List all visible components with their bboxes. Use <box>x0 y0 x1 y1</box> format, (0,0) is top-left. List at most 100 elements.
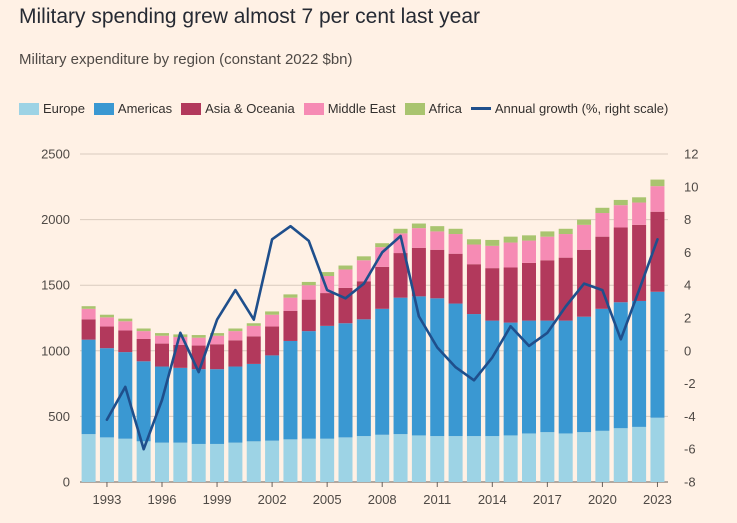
legend-swatch-annual-growth <box>470 107 491 110</box>
bar-asia-oceania-2021 <box>613 227 628 303</box>
bar-europe-2022 <box>632 426 647 482</box>
bar-asia-oceania-2018 <box>558 257 573 321</box>
bar-africa-2002 <box>265 311 280 315</box>
bar-africa-2017 <box>540 231 555 237</box>
x-tick-label: 1996 <box>148 492 177 507</box>
y-tick-label-right: -4 <box>684 409 696 424</box>
x-tick-label: 2014 <box>478 492 507 507</box>
bar-americas-2019 <box>577 316 592 433</box>
bar-europe-2019 <box>577 432 592 482</box>
bar-asia-oceania-2010 <box>411 247 426 297</box>
bar-americas-2017 <box>540 320 555 433</box>
y-tick-label-right: 0 <box>684 343 691 358</box>
bar-africa-2016 <box>522 235 536 241</box>
bar-europe-2010 <box>411 435 426 482</box>
bar-asia-oceania-2007 <box>356 281 371 320</box>
bar-africa-2020 <box>595 207 610 214</box>
bar-middle-east-2017 <box>540 236 555 261</box>
legend-item-middle-east: Middle East <box>303 101 396 116</box>
bar-middle-east-2012 <box>448 234 463 254</box>
bar-americas-2004 <box>301 331 316 439</box>
bar-americas-2006 <box>338 323 353 438</box>
bar-africa-1992 <box>81 306 96 309</box>
legend-item-annual-growth: Annual growth (%, right scale) <box>470 101 668 116</box>
bar-europe-2023 <box>650 417 665 482</box>
bar-middle-east-2013 <box>466 244 481 265</box>
x-tick-label: 2011 <box>423 492 451 507</box>
bar-americas-1993 <box>99 348 114 438</box>
y-tick-label-left: 2000 <box>41 212 70 227</box>
bar-europe-2013 <box>466 436 481 482</box>
annual-growth-line <box>105 224 659 451</box>
bar-americas-2010 <box>411 296 426 436</box>
bar-asia-oceania-2000 <box>228 340 243 367</box>
bar-europe-1992 <box>81 434 96 482</box>
bar-americas-2021 <box>613 302 628 429</box>
bar-americas-1992 <box>81 339 96 435</box>
bar-middle-east-2020 <box>595 213 610 237</box>
bar-asia-oceania-1997 <box>173 344 188 368</box>
y-tick-label-right: 8 <box>684 212 691 227</box>
bar-middle-east-2000 <box>228 331 243 341</box>
bar-asia-oceania-1999 <box>210 344 225 370</box>
bar-africa-2015 <box>503 236 518 243</box>
y-tick-label-left: 1500 <box>41 278 70 293</box>
bar-africa-1996 <box>155 333 169 336</box>
bar-middle-east-2021 <box>613 205 628 228</box>
bar-middle-east-1995 <box>136 331 151 339</box>
bar-asia-oceania-2017 <box>540 260 555 321</box>
bar-europe-2003 <box>283 439 298 482</box>
x-tick-label: 1999 <box>203 492 232 507</box>
bar-americas-1998 <box>191 369 206 444</box>
bar-europe-2005 <box>320 438 335 482</box>
bar-middle-east-1994 <box>118 321 133 331</box>
bar-middle-east-2002 <box>265 314 280 327</box>
y-tick-label-right: -6 <box>684 442 696 457</box>
bar-africa-2006 <box>338 265 353 270</box>
bar-asia-oceania-2001 <box>246 336 261 364</box>
y-tick-label-left: 1000 <box>41 343 70 358</box>
bar-europe-1996 <box>155 442 169 482</box>
bar-europe-2012 <box>448 436 463 482</box>
bar-middle-east-2006 <box>338 269 353 288</box>
bar-middle-east-1996 <box>155 335 169 344</box>
bar-africa-2011 <box>430 226 445 232</box>
x-tick-label: 2017 <box>533 492 562 507</box>
bar-africa-1998 <box>191 335 206 338</box>
bar-europe-2017 <box>540 432 555 482</box>
bar-africa-2000 <box>228 328 243 332</box>
bar-europe-2006 <box>338 437 353 482</box>
bar-europe-2000 <box>228 442 243 482</box>
y-tick-label-right: -8 <box>684 475 696 490</box>
chart-subtitle: Military expenditure by region (constant… <box>19 51 353 68</box>
bar-asia-oceania-2020 <box>595 236 610 309</box>
y-tick-label-right: 10 <box>684 179 698 194</box>
bar-americas-2001 <box>246 363 261 442</box>
legend-item-africa: Africa <box>404 101 462 116</box>
bar-africa-2019 <box>577 219 592 225</box>
x-tick-label: 2023 <box>643 492 672 507</box>
bar-americas-2015 <box>503 322 518 436</box>
bar-americas-1997 <box>173 367 188 443</box>
bar-asia-oceania-1995 <box>136 338 151 362</box>
bar-asia-oceania-1992 <box>81 319 96 340</box>
bar-europe-2009 <box>393 434 408 482</box>
bar-americas-2013 <box>466 314 481 437</box>
bar-middle-east-1992 <box>81 308 96 320</box>
bar-americas-2022 <box>632 300 647 427</box>
bar-africa-2009 <box>393 228 408 234</box>
bar-americas-2011 <box>430 298 445 437</box>
bar-europe-2016 <box>522 433 536 482</box>
bar-africa-2014 <box>485 239 500 246</box>
chart-title: Military spending grew almost 7 per cent… <box>19 5 481 28</box>
bar-asia-oceania-2009 <box>393 253 408 298</box>
bar-middle-east-2010 <box>411 228 426 248</box>
bar-asia-oceania-2011 <box>430 249 445 299</box>
bar-africa-2012 <box>448 228 463 235</box>
legend-label-africa: Africa <box>428 101 462 116</box>
x-tick-label: 2002 <box>258 492 287 507</box>
legend-label-asia-oceania: Asia & Oceania <box>205 101 295 116</box>
bar-americas-2020 <box>595 308 610 431</box>
bar-middle-east-2018 <box>558 234 573 258</box>
